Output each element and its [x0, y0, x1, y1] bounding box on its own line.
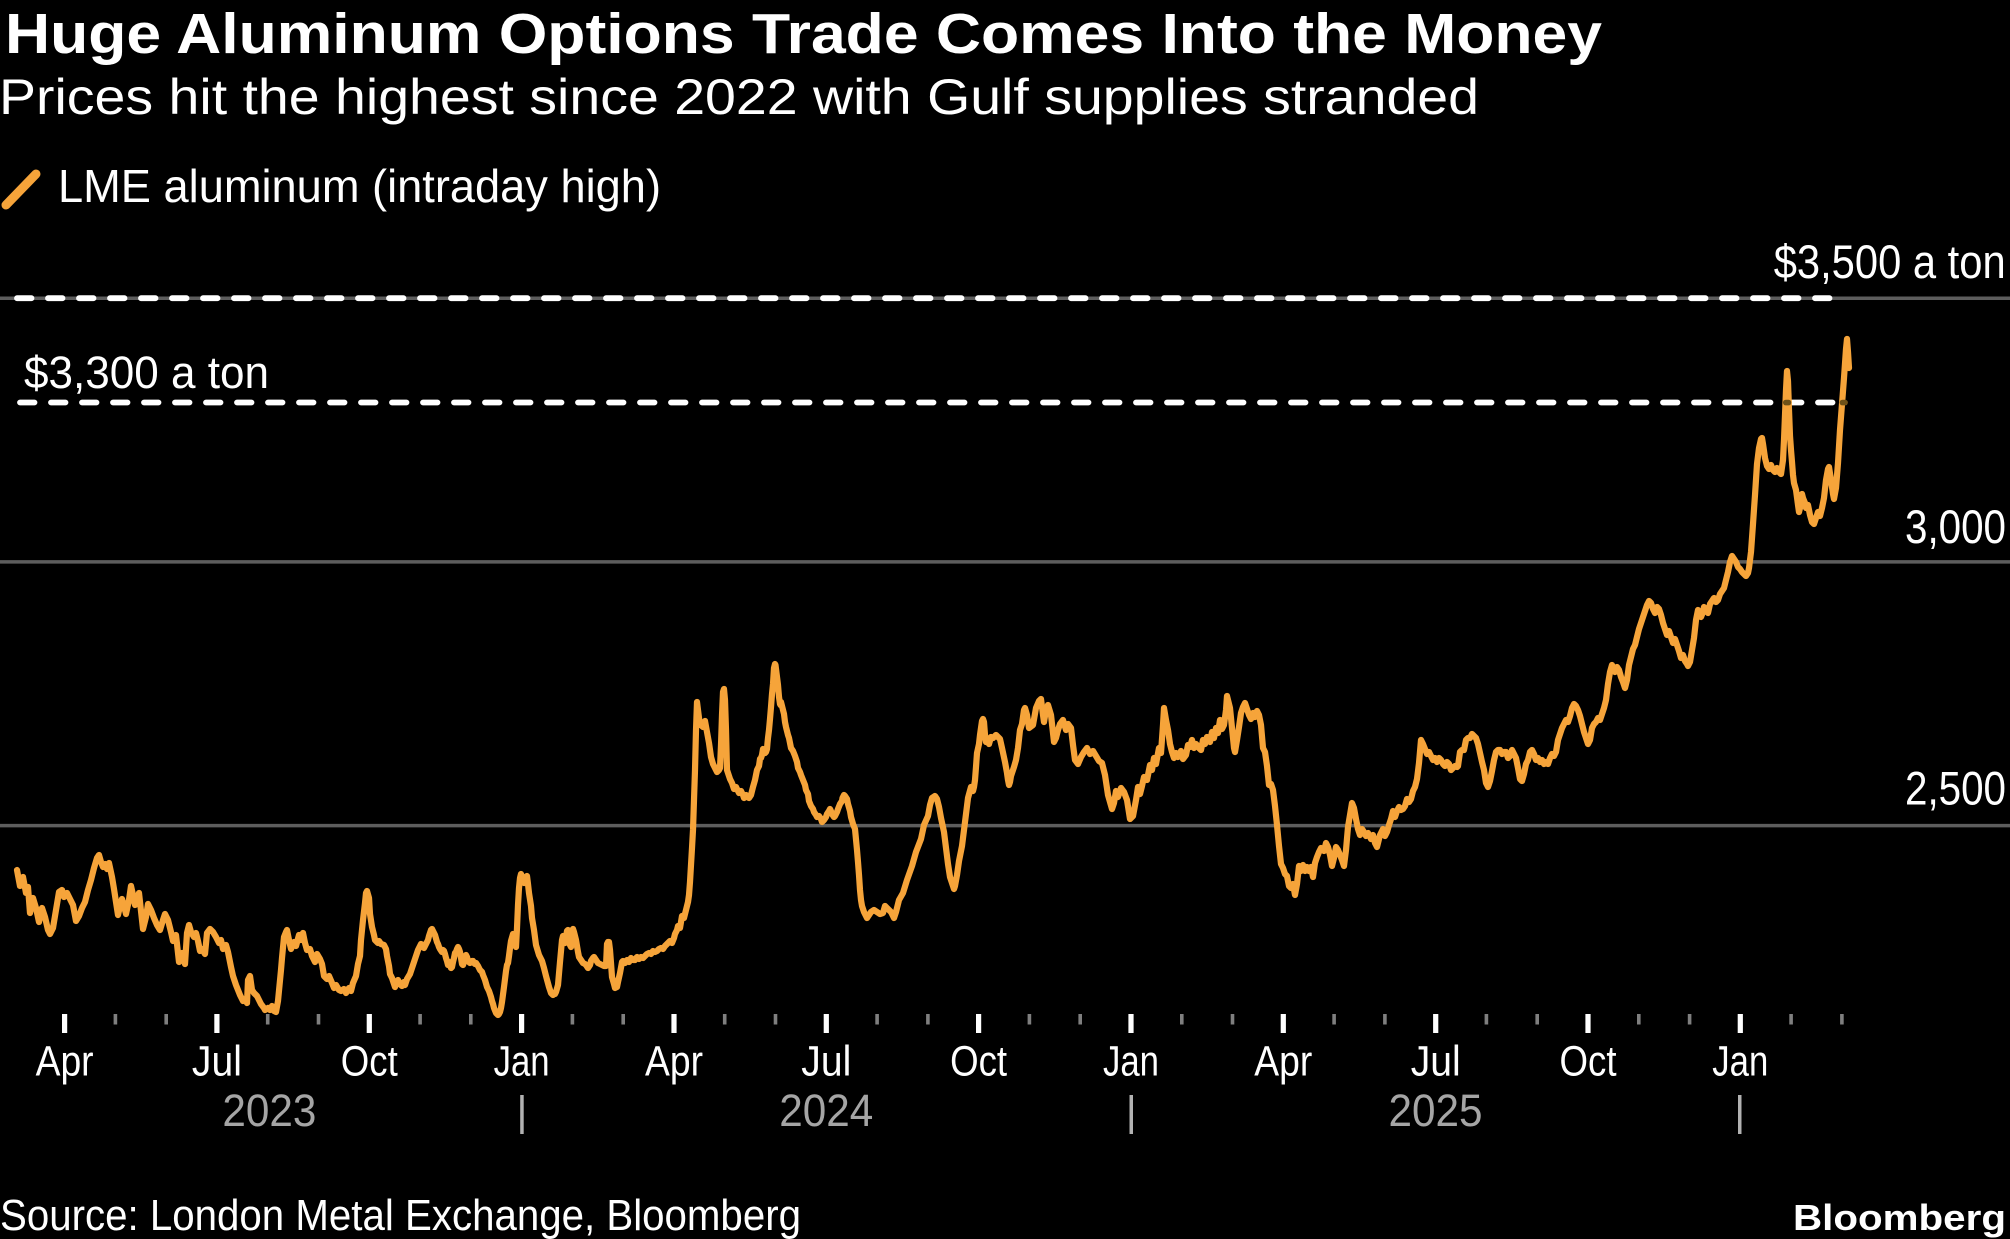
- svg-text:Oct: Oct: [950, 1039, 1007, 1086]
- svg-text:2023: 2023: [222, 1085, 316, 1136]
- svg-text:Apr: Apr: [1254, 1039, 1312, 1086]
- svg-text:$3,300 a ton: $3,300 a ton: [24, 347, 269, 398]
- svg-text:Jan: Jan: [494, 1039, 550, 1086]
- svg-text:Jan: Jan: [1712, 1039, 1768, 1086]
- svg-text:Jan: Jan: [1103, 1039, 1159, 1086]
- svg-text:Jul: Jul: [192, 1039, 242, 1086]
- svg-text:Huge Aluminum Options Trade Co: Huge Aluminum Options Trade Comes Into t…: [5, 2, 1602, 66]
- svg-text:Jul: Jul: [1411, 1039, 1461, 1086]
- svg-text:LME aluminum (intraday high): LME aluminum (intraday high): [58, 160, 661, 212]
- svg-text:Bloomberg: Bloomberg: [1793, 1197, 2006, 1238]
- svg-text:Source: London Metal Exchange,: Source: London Metal Exchange, Bloomberg: [0, 1191, 801, 1239]
- svg-text:$3,500 a ton: $3,500 a ton: [1774, 235, 2006, 288]
- svg-text:2025: 2025: [1389, 1085, 1483, 1136]
- svg-text:Oct: Oct: [341, 1039, 398, 1086]
- svg-text:2024: 2024: [779, 1085, 873, 1136]
- svg-text:3,000: 3,000: [1905, 500, 2006, 553]
- svg-text:Apr: Apr: [36, 1039, 94, 1086]
- svg-text:Jul: Jul: [801, 1039, 851, 1086]
- svg-text:Oct: Oct: [1560, 1039, 1617, 1086]
- svg-text:Apr: Apr: [645, 1039, 703, 1086]
- svg-text:2,500: 2,500: [1905, 762, 2006, 815]
- svg-text:Prices hit the highest since 2: Prices hit the highest since 2022 with G…: [0, 69, 1479, 125]
